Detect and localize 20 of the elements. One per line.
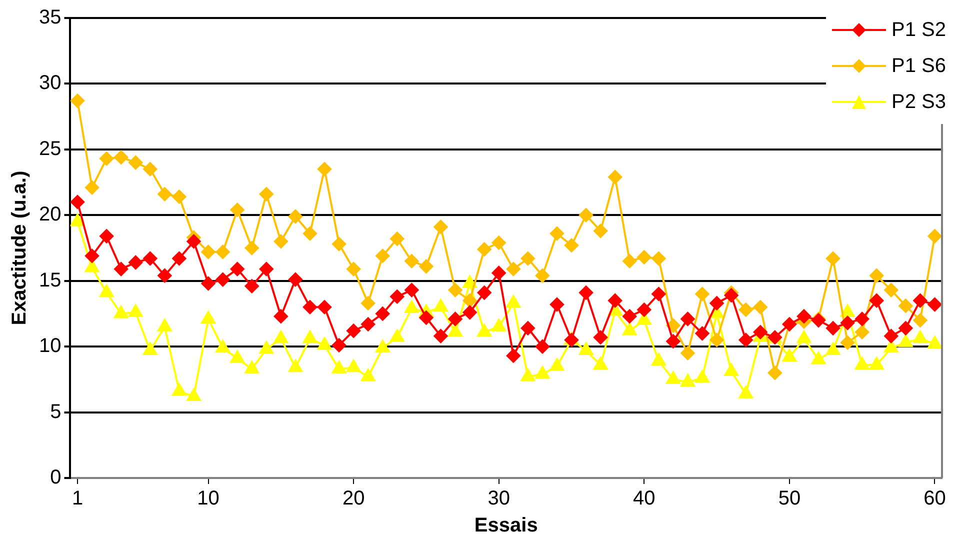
y-tick-label: 20 xyxy=(38,204,62,226)
x-tick-label: 1 xyxy=(72,488,84,510)
y-tick-label: 25 xyxy=(38,138,62,160)
y-tick-label: 30 xyxy=(38,72,62,94)
legend-label: P2 S3 xyxy=(892,90,946,114)
y-tick-label: 15 xyxy=(38,269,62,292)
x-axis-title: Essais xyxy=(474,514,538,537)
x-tick-label: 10 xyxy=(197,488,220,510)
y-tick-label: 0 xyxy=(50,466,62,489)
legend-label: P1 S6 xyxy=(892,54,946,78)
x-tick-label: 40 xyxy=(633,488,656,510)
y-tick-label: 5 xyxy=(50,400,62,423)
x-tick-label: 50 xyxy=(778,488,801,510)
y-tick-label: 35 xyxy=(38,6,62,29)
x-tick-label: 20 xyxy=(342,488,365,510)
x-tick-label: 60 xyxy=(924,488,946,510)
legend-label: P1 S2 xyxy=(892,18,946,42)
y-tick-label: 10 xyxy=(38,335,62,358)
y-axis-title: Exactitude (u.a.) xyxy=(8,170,31,326)
x-tick-label: 30 xyxy=(488,488,510,510)
